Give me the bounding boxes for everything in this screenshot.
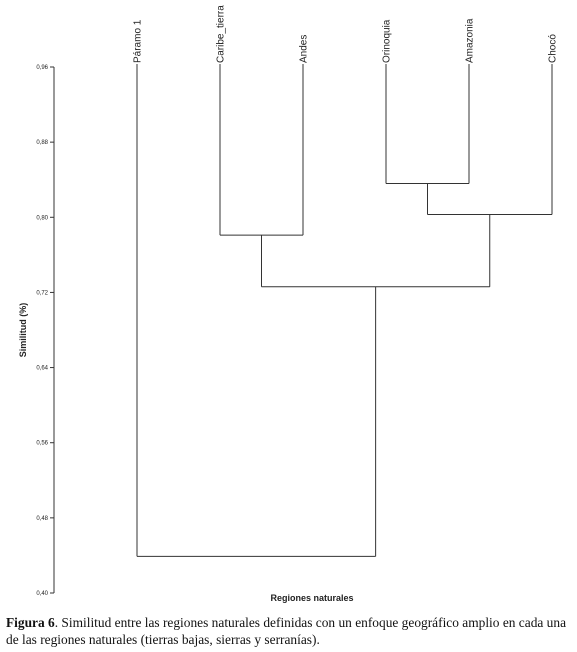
y-tick-label: 0,56 xyxy=(36,441,48,447)
x-axis-title: Regiones naturales xyxy=(270,593,353,603)
leaf-label: Caribe_tierra xyxy=(216,5,227,63)
y-axis-title: Similitud (%) xyxy=(18,303,28,358)
y-tick-label: 0,48 xyxy=(36,516,48,522)
leaf-label: Orinoquia xyxy=(382,19,393,63)
leaf-label: Andes xyxy=(299,35,310,63)
leaf-label: Amazonia xyxy=(465,18,476,63)
figure-caption-text: . Similitud entre las regiones naturales… xyxy=(6,615,567,647)
y-tick-label: 0,96 xyxy=(36,65,48,71)
y-tick-label: 0,72 xyxy=(36,290,48,296)
leaf-label: Páramo 1 xyxy=(133,19,144,63)
y-tick-label: 0,40 xyxy=(36,591,48,597)
y-tick-label: 0,88 xyxy=(36,140,48,146)
y-tick-label: 0,64 xyxy=(36,366,48,372)
y-tick-label: 0,80 xyxy=(36,215,48,221)
dendrogram-chart: 0,40 0,48 0,56 0,64 0,72 0,80 0,88 0,96 Similitu… xyxy=(18,5,559,603)
figure-label: Figura 6 xyxy=(6,615,55,630)
figure-caption: Figura 6. Similitud entre las regiones n… xyxy=(6,614,572,648)
leaf-label: Chocó xyxy=(548,34,559,63)
